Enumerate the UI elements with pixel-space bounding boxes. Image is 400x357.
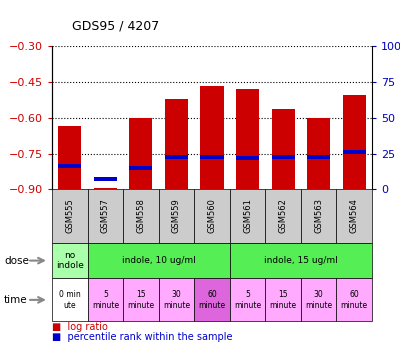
Text: 0 min
ute: 0 min ute xyxy=(59,290,81,310)
Bar xyxy=(129,166,152,170)
Bar xyxy=(165,155,188,160)
Bar xyxy=(165,99,188,189)
Bar xyxy=(94,177,117,181)
Text: GSM557: GSM557 xyxy=(101,198,110,233)
Bar xyxy=(307,155,330,160)
Bar xyxy=(129,118,152,189)
Text: 5
minute: 5 minute xyxy=(92,290,119,310)
Text: 60
minute: 60 minute xyxy=(341,290,368,310)
Text: 30
minute: 30 minute xyxy=(163,290,190,310)
Bar xyxy=(272,110,295,189)
Bar xyxy=(343,95,366,189)
Text: GSM555: GSM555 xyxy=(65,198,74,233)
Text: 15
minute: 15 minute xyxy=(270,290,297,310)
Text: dose: dose xyxy=(4,256,29,266)
Bar xyxy=(200,155,224,160)
Text: 30
minute: 30 minute xyxy=(305,290,332,310)
Bar xyxy=(200,86,224,189)
Text: GSM562: GSM562 xyxy=(279,198,288,233)
Text: indole, 15 ug/ml: indole, 15 ug/ml xyxy=(264,256,338,265)
Text: GSM560: GSM560 xyxy=(208,198,216,233)
Bar xyxy=(58,126,81,189)
Text: 60
minute: 60 minute xyxy=(198,290,226,310)
Text: no
indole: no indole xyxy=(56,251,84,270)
Text: ■  percentile rank within the sample: ■ percentile rank within the sample xyxy=(52,332,232,342)
Bar xyxy=(58,164,81,168)
Text: 5
minute: 5 minute xyxy=(234,290,261,310)
Bar xyxy=(307,118,330,189)
Text: indole, 10 ug/ml: indole, 10 ug/ml xyxy=(122,256,196,265)
Text: GSM564: GSM564 xyxy=(350,198,359,233)
Text: GDS95 / 4207: GDS95 / 4207 xyxy=(72,19,159,32)
Text: 15
minute: 15 minute xyxy=(127,290,154,310)
Bar xyxy=(236,156,259,160)
Text: GSM563: GSM563 xyxy=(314,198,323,233)
Bar xyxy=(236,89,259,189)
Text: GSM559: GSM559 xyxy=(172,198,181,233)
Text: time: time xyxy=(4,295,28,305)
Text: ■  log ratio: ■ log ratio xyxy=(52,322,108,332)
Text: GSM558: GSM558 xyxy=(136,198,145,233)
Bar xyxy=(343,150,366,154)
Text: GSM561: GSM561 xyxy=(243,198,252,233)
Bar xyxy=(94,188,117,189)
Bar xyxy=(272,155,295,160)
